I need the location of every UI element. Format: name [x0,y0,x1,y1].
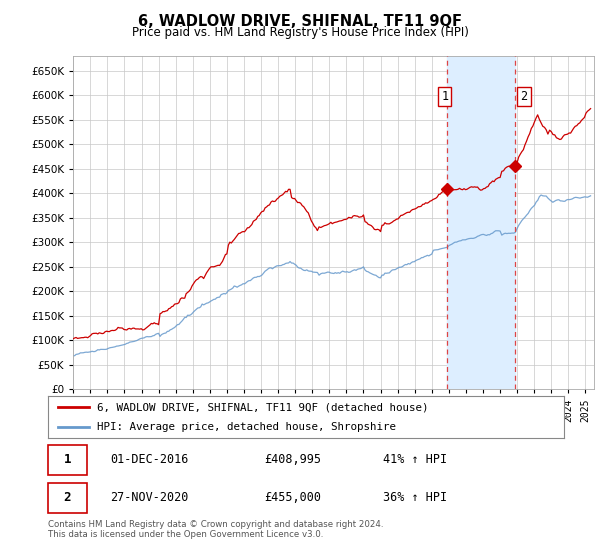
Text: 1: 1 [64,453,71,466]
Text: 2: 2 [64,491,71,505]
Text: 1: 1 [442,90,448,102]
Text: 01-DEC-2016: 01-DEC-2016 [110,453,188,466]
Text: HPI: Average price, detached house, Shropshire: HPI: Average price, detached house, Shro… [97,422,396,432]
Text: Contains HM Land Registry data © Crown copyright and database right 2024.
This d: Contains HM Land Registry data © Crown c… [48,520,383,539]
Text: £455,000: £455,000 [265,491,322,505]
Text: 36% ↑ HPI: 36% ↑ HPI [383,491,448,505]
FancyBboxPatch shape [48,483,86,513]
Text: 2: 2 [520,90,527,102]
Text: Price paid vs. HM Land Registry's House Price Index (HPI): Price paid vs. HM Land Registry's House … [131,26,469,39]
Text: 41% ↑ HPI: 41% ↑ HPI [383,453,448,466]
Bar [448,56,515,389]
Text: £408,995: £408,995 [265,453,322,466]
Text: 6, WADLOW DRIVE, SHIFNAL, TF11 9QF (detached house): 6, WADLOW DRIVE, SHIFNAL, TF11 9QF (deta… [97,402,428,412]
FancyBboxPatch shape [48,445,86,475]
Text: 6, WADLOW DRIVE, SHIFNAL, TF11 9QF: 6, WADLOW DRIVE, SHIFNAL, TF11 9QF [138,14,462,29]
Text: 27-NOV-2020: 27-NOV-2020 [110,491,188,505]
